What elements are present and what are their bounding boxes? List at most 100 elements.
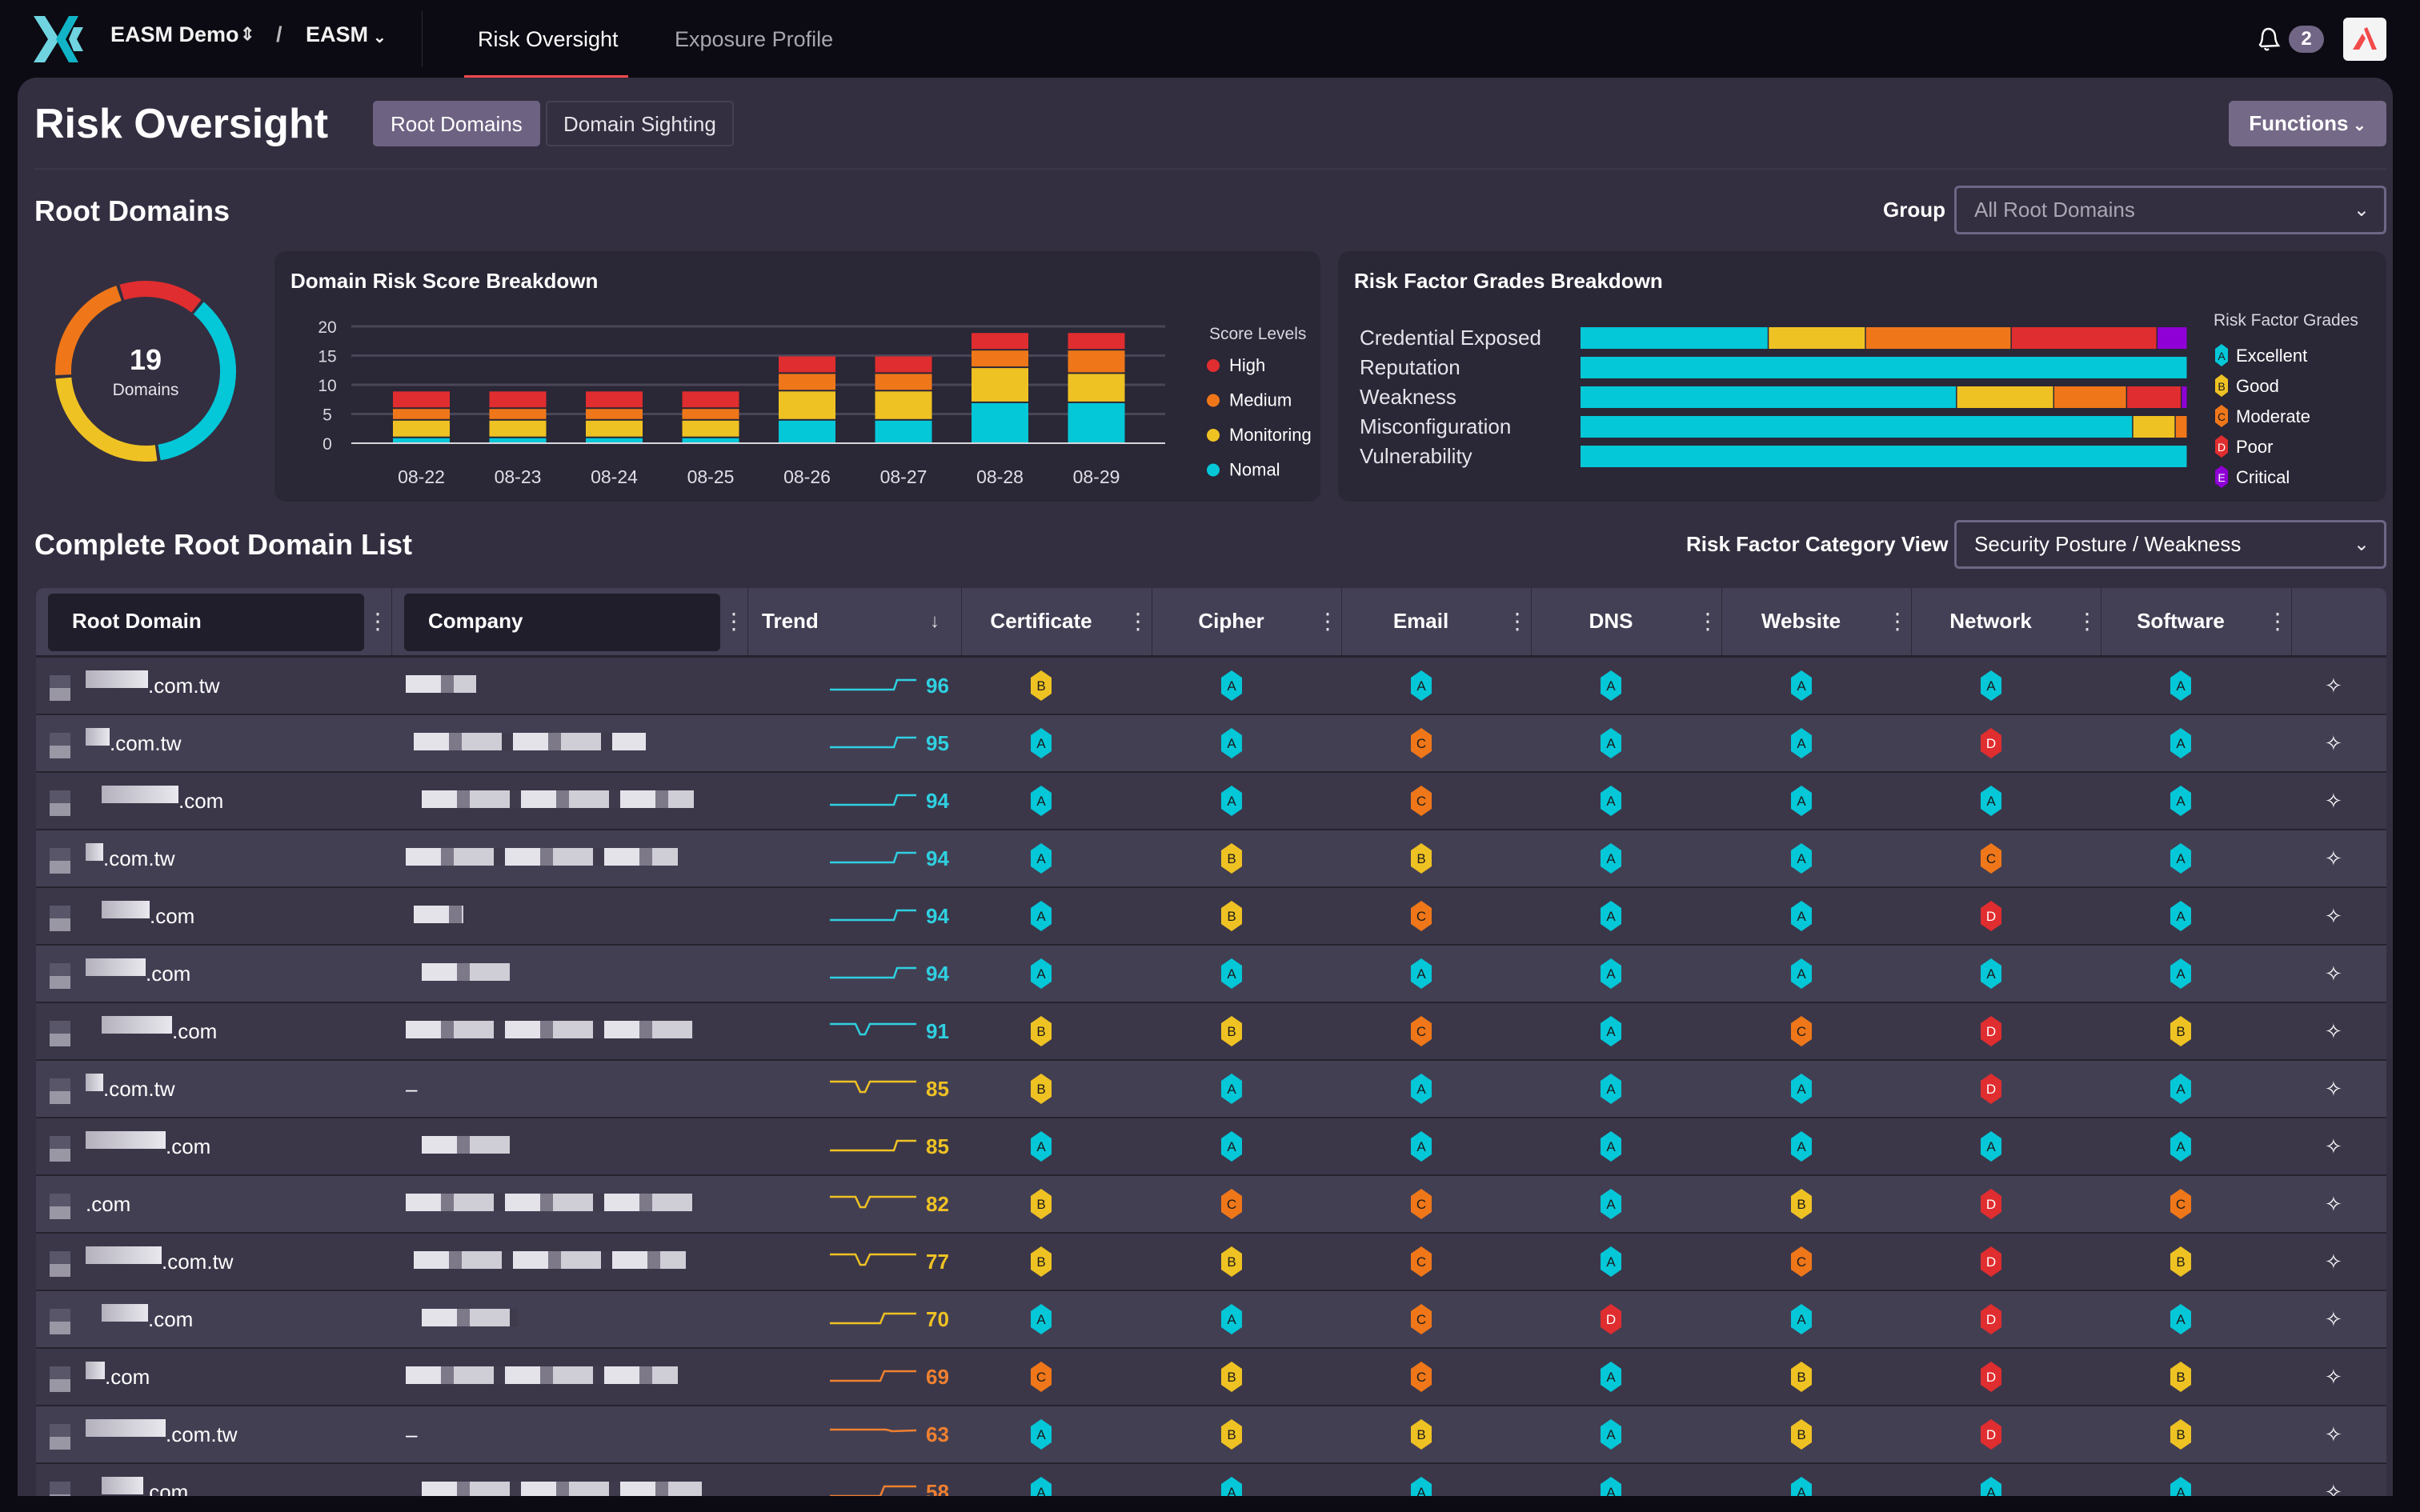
grade-b-badge[interactable]: B — [1220, 901, 1243, 931]
grade-a-badge[interactable]: A — [1600, 1016, 1622, 1046]
grade-a-badge[interactable]: A — [1790, 958, 1813, 989]
bar-segment-nomal[interactable] — [393, 438, 450, 442]
grade-b-badge[interactable]: B — [2170, 1246, 2192, 1277]
grade-b-badge[interactable]: B — [1220, 1016, 1243, 1046]
column-menu-icon[interactable]: ⋮ — [2266, 609, 2289, 634]
bar-segment-high[interactable] — [972, 333, 1028, 350]
bar-segment-medium[interactable] — [972, 350, 1028, 367]
grade-a-badge[interactable]: A — [1790, 1477, 1813, 1496]
row-checkbox[interactable] — [50, 1136, 70, 1162]
grade-d-badge[interactable]: D — [1980, 1016, 2002, 1046]
bar-segment-moderate[interactable] — [2175, 416, 2187, 438]
bar-segment-monitoring[interactable] — [972, 368, 1028, 402]
row-checkbox[interactable] — [50, 1482, 70, 1496]
row-checkbox[interactable] — [50, 848, 70, 874]
grade-d-badge[interactable]: D — [1600, 1304, 1622, 1334]
bar-segment-excellent[interactable] — [1581, 327, 1768, 349]
grade-c-badge[interactable]: C — [1410, 1016, 1432, 1046]
grade-b-badge[interactable]: B — [1410, 843, 1432, 874]
bar-segment-high[interactable] — [875, 356, 932, 373]
grade-b-badge[interactable]: B — [1790, 1362, 1813, 1392]
bar-segment-nomal[interactable] — [586, 438, 643, 442]
ai-sparkle-icon[interactable]: ✧ — [2325, 1365, 2342, 1389]
grade-a-badge[interactable]: A — [1410, 670, 1432, 701]
grade-a-badge[interactable]: A — [1600, 1362, 1622, 1392]
table-row[interactable]: .com 82 B C C A B D C ✧ — [36, 1176, 2386, 1234]
functions-button[interactable]: Functions ⌄ — [2229, 101, 2386, 146]
grade-a-badge[interactable]: A — [1220, 670, 1243, 701]
category-view-select[interactable]: Security Posture / Weakness ⌄ — [1954, 520, 2386, 569]
column-menu-icon[interactable]: ⋮ — [1886, 609, 1909, 634]
row-checkbox[interactable] — [50, 1366, 70, 1392]
column-header-email[interactable]: Email ⋮ — [1342, 588, 1532, 655]
bar-segment-high[interactable] — [1068, 333, 1125, 350]
table-row[interactable]: .com 69 C B C A B D B ✧ — [36, 1349, 2386, 1406]
grade-d-badge[interactable]: D — [1980, 1304, 2002, 1334]
grade-a-badge[interactable]: A — [1600, 1131, 1622, 1162]
grade-a-badge[interactable]: A — [1600, 786, 1622, 816]
column-header-certificate[interactable]: Certificate ⋮ — [962, 588, 1152, 655]
grade-c-badge[interactable]: C — [1980, 843, 2002, 874]
grade-c-badge[interactable]: C — [1220, 1189, 1243, 1219]
grade-b-badge[interactable]: B — [1030, 1189, 1052, 1219]
column-menu-icon[interactable]: ⋮ — [1697, 609, 1719, 634]
ai-sparkle-icon[interactable]: ✧ — [2325, 1250, 2342, 1274]
grade-b-badge[interactable]: B — [2170, 1362, 2192, 1392]
grade-a-badge[interactable]: A — [1220, 1477, 1243, 1496]
bar-segment-nomal[interactable] — [682, 438, 739, 442]
bar-segment-moderate[interactable] — [2054, 386, 2126, 408]
row-checkbox[interactable] — [50, 1309, 70, 1334]
column-header-website[interactable]: Website ⋮ — [1722, 588, 1912, 655]
root-domain-suffix[interactable]: .com — [148, 1307, 194, 1331]
root-domain-suffix[interactable]: .com — [178, 789, 224, 813]
bar-segment-monitoring[interactable] — [779, 391, 835, 419]
legend-item[interactable]: Moderate — [2236, 406, 2310, 426]
column-header-software[interactable]: Software ⋮ — [2101, 588, 2292, 655]
bar-segment-good[interactable] — [1769, 327, 1865, 349]
grade-b-badge[interactable]: B — [1410, 1419, 1432, 1450]
grade-a-badge[interactable]: A — [1220, 1304, 1243, 1334]
grade-b-badge[interactable]: B — [1220, 1419, 1243, 1450]
grade-d-badge[interactable]: D — [1980, 1246, 2002, 1277]
grade-a-badge[interactable]: A — [1410, 1131, 1432, 1162]
table-row[interactable]: .com 85 A A A A A A A ✧ — [36, 1118, 2386, 1176]
grade-c-badge[interactable]: C — [1790, 1246, 1813, 1277]
grade-b-badge[interactable]: B — [1220, 1246, 1243, 1277]
ai-sparkle-icon[interactable]: ✧ — [2325, 674, 2342, 698]
grade-a-badge[interactable]: A — [1030, 843, 1052, 874]
ai-sparkle-icon[interactable]: ✧ — [2325, 1019, 2342, 1043]
grade-b-badge[interactable]: B — [1030, 1016, 1052, 1046]
grade-b-badge[interactable]: B — [1030, 1074, 1052, 1104]
bar-segment-medium[interactable] — [1068, 350, 1125, 373]
legend-item[interactable]: Poor — [2236, 437, 2273, 457]
root-domain-suffix[interactable]: .com — [86, 1192, 131, 1216]
bar-segment-high[interactable] — [779, 356, 835, 373]
bar-segment-good[interactable] — [2133, 416, 2175, 438]
grade-b-badge[interactable]: B — [1030, 670, 1052, 701]
bar-segment-poor[interactable] — [2011, 327, 2157, 349]
bar-segment-nomal[interactable] — [972, 402, 1028, 442]
root-domain-suffix[interactable]: .com.tw — [103, 1077, 175, 1101]
bar-segment-high[interactable] — [489, 391, 547, 408]
bar-segment-medium[interactable] — [586, 409, 643, 419]
grade-a-badge[interactable]: A — [1030, 1477, 1052, 1496]
grade-a-badge[interactable]: A — [1790, 843, 1813, 874]
bar-segment-monitoring[interactable] — [586, 420, 643, 437]
workspace-switcher[interactable]: EASM Demo — [110, 22, 239, 46]
grade-a-badge[interactable]: A — [1790, 1304, 1813, 1334]
row-checkbox[interactable] — [50, 906, 70, 931]
legend-item[interactable]: Monitoring — [1229, 425, 1312, 445]
root-domain-suffix[interactable]: .com.tw — [103, 846, 175, 870]
user-avatar[interactable] — [2343, 18, 2386, 61]
ai-sparkle-icon[interactable]: ✧ — [2325, 904, 2342, 928]
root-domain-suffix[interactable]: .com — [172, 1019, 218, 1043]
bar-segment-monitoring[interactable] — [1068, 374, 1125, 402]
grade-a-badge[interactable]: A — [1030, 1304, 1052, 1334]
grade-a-badge[interactable]: A — [1980, 670, 2002, 701]
bar-segment-monitoring[interactable] — [489, 420, 547, 437]
grade-c-badge[interactable]: C — [1790, 1016, 1813, 1046]
tab-risk-oversight[interactable]: Risk Oversight — [478, 27, 619, 51]
row-checkbox[interactable] — [50, 1021, 70, 1046]
ai-sparkle-icon[interactable]: ✧ — [2325, 789, 2342, 813]
grade-c-badge[interactable]: C — [1410, 1304, 1432, 1334]
